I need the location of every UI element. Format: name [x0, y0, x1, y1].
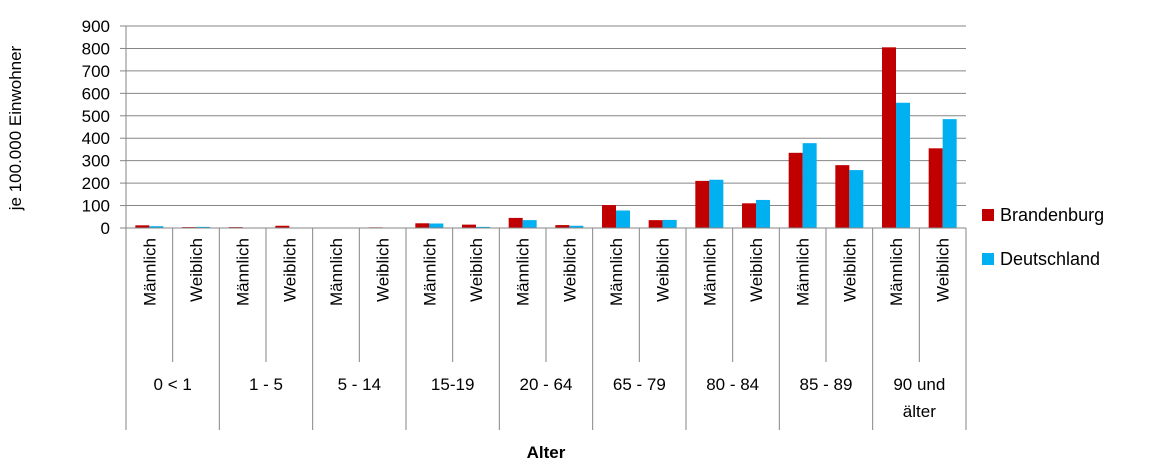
subcategory-label: Männlich [514, 238, 533, 306]
subcategory-label: Männlich [700, 238, 719, 306]
bar-deutschland [149, 226, 164, 228]
bar-deutschland [849, 170, 864, 228]
bar-brandenburg [695, 180, 710, 228]
group-label: 1 - 5 [249, 375, 283, 394]
group-label: älter [903, 402, 936, 421]
bar-brandenburg [742, 203, 756, 228]
y-tick-label: 100 [82, 197, 110, 216]
subcategory-label: Weiblich [560, 238, 579, 302]
group-label: 80 - 84 [706, 375, 759, 394]
y-tick-label: 0 [101, 219, 110, 238]
subcategory-label: Weiblich [374, 238, 393, 302]
category-labels: Männlich Weiblich 0 < 1 Männlich Weiblich 1 -… [140, 238, 952, 421]
subcategory-label: Männlich [887, 238, 906, 306]
subcategory-label: Weiblich [934, 238, 953, 302]
group-label: 15-19 [431, 375, 474, 394]
subcategory-label: Weiblich [467, 238, 486, 302]
bar-brandenburg [462, 224, 476, 228]
legend-swatch-brandenburg [982, 209, 994, 221]
subcategory-label: Männlich [327, 238, 346, 306]
y-tick-label: 300 [82, 152, 110, 171]
bar-brandenburg [648, 220, 663, 228]
bar-brandenburg [415, 223, 430, 228]
subcategory-label: Weiblich [840, 238, 859, 302]
legend: Brandenburg Deutschland [982, 205, 1104, 269]
subcategory-label: Männlich [234, 238, 253, 306]
subcategory-label: Weiblich [187, 238, 206, 302]
bar-deutschland [709, 179, 724, 228]
subcategory-label: Männlich [140, 238, 159, 306]
bar-brandenburg [555, 225, 570, 228]
bar-brandenburg [835, 165, 850, 228]
subcategory-label: Weiblich [747, 238, 766, 302]
bar-deutschland [802, 143, 817, 228]
bar-deutschland [429, 223, 444, 228]
y-axis-title: je 100.000 Einwohner [6, 45, 25, 211]
group-label: 5 - 14 [338, 375, 381, 394]
subcategory-label: Weiblich [280, 238, 299, 302]
bar-brandenburg [788, 152, 803, 228]
group-label: 20 - 64 [520, 375, 573, 394]
gridlines [126, 25, 966, 207]
subcategory-label: Männlich [420, 238, 439, 306]
bar-deutschland [896, 102, 910, 228]
legend-label-deutschland: Deutschland [1000, 249, 1100, 269]
bars [135, 47, 957, 229]
bar-deutschland [942, 119, 957, 228]
group-label: 85 - 89 [800, 375, 853, 394]
bar-deutschland [569, 225, 584, 228]
axes [120, 25, 967, 430]
bar-brandenburg [508, 217, 523, 228]
bar-deutschland [476, 226, 490, 228]
bar-deutschland [662, 219, 677, 228]
bar-brandenburg [928, 148, 943, 228]
subcategory-label: Weiblich [654, 238, 673, 302]
y-tick-label: 900 [82, 17, 110, 36]
y-tick-labels: 0 100 200 300 400 500 600 700 800 900 [82, 17, 110, 238]
bar-deutschland [196, 226, 210, 228]
bar-brandenburg [275, 225, 290, 228]
group-label: 90 und [893, 375, 945, 394]
group-label: 0 < 1 [154, 375, 192, 394]
group-label: 65 - 79 [613, 375, 666, 394]
subcategory-label: Männlich [794, 238, 813, 306]
legend-label-brandenburg: Brandenburg [1000, 205, 1104, 225]
bar-deutschland [756, 199, 770, 228]
subcategory-label: Männlich [607, 238, 626, 306]
legend-swatch-deutschland [982, 253, 994, 265]
bar-brandenburg [602, 205, 616, 228]
y-tick-label: 600 [82, 84, 110, 103]
y-tick-label: 200 [82, 174, 110, 193]
y-tick-label: 800 [82, 39, 110, 58]
bar-deutschland [616, 210, 630, 228]
bar-deutschland [522, 220, 537, 228]
bar-brandenburg [882, 47, 896, 229]
x-axis-title: Alter [527, 443, 566, 462]
y-tick-label: 500 [82, 107, 110, 126]
bar-brandenburg [135, 225, 150, 228]
y-tick-label: 700 [82, 62, 110, 81]
y-tick-label: 400 [82, 129, 110, 148]
